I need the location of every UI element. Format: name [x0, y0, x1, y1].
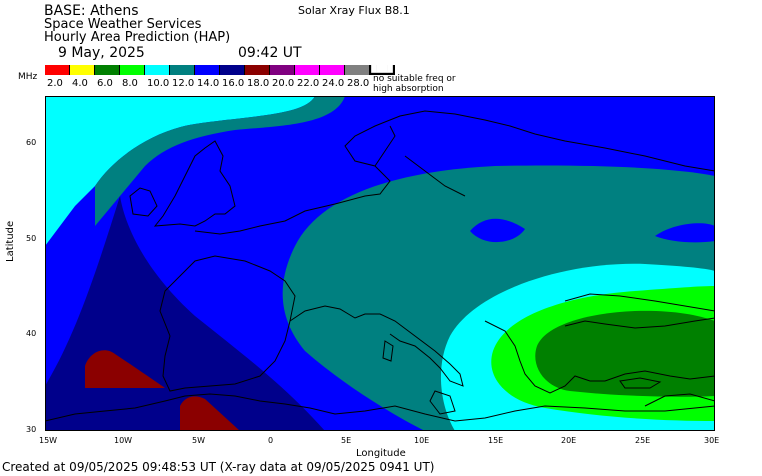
legend-label-6: 14.0	[197, 78, 220, 89]
legend-swatch-2	[95, 65, 120, 75]
band-14mhz-nw	[95, 96, 345, 226]
legend-label-11: 24.0	[322, 78, 345, 89]
map-frame	[45, 96, 715, 431]
x-tick-10w: 10W	[114, 436, 133, 445]
y-tick-40: 40	[26, 329, 37, 338]
base-title: BASE: Athens	[44, 3, 139, 19]
band-20mhz-b	[180, 396, 240, 431]
forecast-time: 09:42 UT	[238, 45, 302, 61]
x-tick-15e: 15E	[488, 436, 504, 445]
black-sea-north	[564, 293, 715, 312]
x-tick-0: 0	[268, 436, 274, 445]
denmark-baltic	[374, 125, 466, 197]
product-name: Hourly Area Prediction (HAP)	[44, 30, 231, 45]
band-16mhz-island	[470, 218, 525, 243]
black-sea-south	[564, 317, 715, 329]
x-axis-label: Longitude	[356, 448, 406, 459]
x-tick-25e: 25E	[635, 436, 651, 445]
hap-map	[45, 96, 715, 431]
forecast-date: 9 May, 2025	[58, 45, 145, 61]
italy-coast	[289, 305, 464, 387]
band-12mhz-nw	[45, 96, 315, 246]
band-16mhz-island-e	[655, 223, 715, 243]
no-freq-note-2: high absorption	[373, 84, 444, 94]
legend-label-4: 10.0	[147, 78, 170, 89]
coastlines	[45, 110, 715, 422]
legend-swatch-7	[220, 65, 245, 75]
xray-flux: Solar Xray Flux B8.1	[298, 4, 410, 17]
y-tick-30: 30	[26, 425, 37, 434]
band-20mhz-a	[85, 350, 165, 388]
legend-swatch-6	[195, 65, 220, 75]
legend-swatch-nodata: ████	[370, 65, 395, 75]
crete	[619, 377, 662, 389]
legend-label-12: 28.0	[347, 78, 370, 89]
legend-label-8: 18.0	[247, 78, 270, 89]
band-8mhz	[535, 310, 715, 397]
britain	[153, 140, 236, 227]
y-tick-50: 50	[26, 234, 37, 243]
sardinia	[382, 340, 394, 362]
legend-label-0: 2.0	[47, 78, 63, 89]
north-coast	[194, 110, 715, 235]
legend-label-5: 12.0	[172, 78, 195, 89]
legend-label-9: 20.0	[272, 78, 295, 89]
x-tick-5e: 5E	[341, 436, 352, 445]
legend-swatch-1	[70, 65, 95, 75]
legend-swatch-0	[45, 65, 70, 75]
balkans-greece	[484, 320, 715, 394]
legend-swatch-5	[170, 65, 195, 75]
legend-swatch-12	[345, 65, 370, 75]
x-tick-15w: 15W	[39, 436, 58, 445]
x-tick-5w: 5W	[192, 436, 205, 445]
x-tick-20e: 20E	[561, 436, 577, 445]
legend-swatch-11	[320, 65, 345, 75]
legend-swatch-4	[145, 65, 170, 75]
ireland	[129, 187, 158, 217]
legend-label-2: 6.0	[97, 78, 113, 89]
legend-swatch-8	[245, 65, 270, 75]
no-freq-note-1: no suitable freq or	[373, 74, 456, 84]
legend-label-7: 16.0	[222, 78, 245, 89]
x-tick-30e: 30E	[704, 436, 720, 445]
created-footer: Created at 09/05/2025 09:48:53 UT (X-ray…	[2, 460, 435, 474]
legend-label-3: 8.0	[122, 78, 138, 89]
y-axis-label: Latitude	[5, 220, 16, 262]
cyprus-levant	[644, 393, 715, 407]
legend-swatch-10	[295, 65, 320, 75]
x-tick-10e: 10E	[414, 436, 430, 445]
service-name: Space Weather Services	[44, 17, 202, 32]
legend-label-1: 4.0	[72, 78, 88, 89]
north-africa-coast	[45, 393, 715, 422]
legend-swatch-9	[270, 65, 295, 75]
y-tick-60: 60	[26, 138, 37, 147]
legend-swatch-3	[120, 65, 145, 75]
legend-unit: MHz	[18, 72, 38, 82]
iberia	[159, 255, 296, 392]
legend-label-10: 22.0	[297, 78, 320, 89]
sicily	[429, 390, 456, 415]
